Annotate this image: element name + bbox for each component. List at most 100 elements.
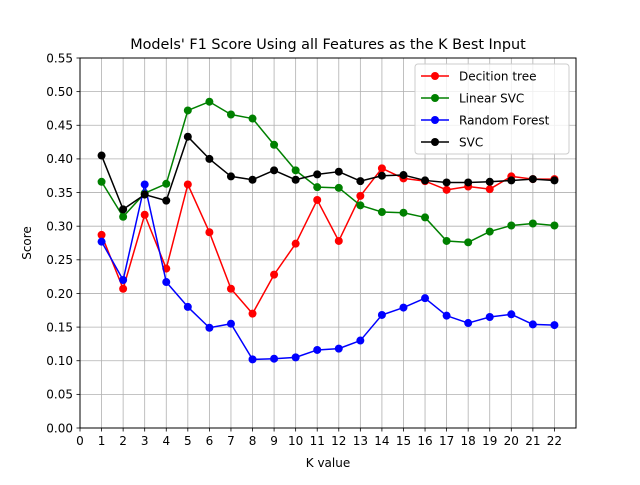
series-line-svc bbox=[100, 135, 555, 211]
x-tick-label: 4 bbox=[162, 434, 170, 448]
data-point-linear-svc bbox=[226, 110, 235, 119]
data-point-random-forest bbox=[205, 323, 214, 332]
y-tick-label: 0.20 bbox=[46, 287, 73, 301]
data-point-random-forest bbox=[226, 319, 235, 328]
data-point-linear-svc bbox=[377, 208, 386, 217]
data-point-svc bbox=[334, 167, 343, 176]
data-point-random-forest bbox=[507, 310, 516, 319]
legend-marker-random-forest bbox=[431, 116, 439, 124]
x-tick-label: 20 bbox=[504, 434, 519, 448]
y-tick-label: 0.50 bbox=[46, 85, 73, 99]
x-tick-label: 9 bbox=[270, 434, 278, 448]
y-tick-label: 0.45 bbox=[46, 119, 73, 133]
data-point-svc bbox=[291, 175, 300, 184]
data-point-decition-tree bbox=[226, 284, 235, 293]
data-point-svc bbox=[119, 205, 128, 214]
data-point-svc bbox=[464, 178, 473, 187]
data-point-svc bbox=[140, 190, 149, 199]
data-point-svc bbox=[442, 178, 451, 187]
plot-frame bbox=[79, 57, 577, 429]
data-point-linear-svc bbox=[507, 221, 516, 230]
x-tick-label: 17 bbox=[439, 434, 454, 448]
data-point-decition-tree bbox=[183, 180, 192, 189]
series-line-random-forest bbox=[100, 183, 555, 361]
y-tick-label: 0.15 bbox=[46, 320, 73, 334]
x-tick-label: 8 bbox=[249, 434, 257, 448]
x-tick-label: 13 bbox=[353, 434, 368, 448]
data-point-linear-svc bbox=[291, 166, 300, 175]
data-point-decition-tree bbox=[442, 185, 451, 194]
series-line-linear-svc bbox=[100, 100, 555, 244]
x-tick-label: 7 bbox=[227, 434, 235, 448]
data-point-random-forest bbox=[528, 320, 537, 329]
data-point-random-forest bbox=[334, 344, 343, 353]
data-point-linear-svc bbox=[485, 227, 494, 236]
data-point-linear-svc bbox=[442, 236, 451, 245]
x-tick-label: 12 bbox=[331, 434, 346, 448]
data-point-random-forest bbox=[97, 237, 106, 246]
legend-label-random-forest: Random Forest bbox=[459, 113, 550, 127]
x-tick-label: 0 bbox=[76, 434, 84, 448]
data-point-linear-svc bbox=[550, 221, 559, 230]
x-tick-label: 5 bbox=[184, 434, 192, 448]
y-axis-title: Score bbox=[20, 226, 34, 260]
data-point-random-forest bbox=[140, 180, 149, 189]
data-point-decition-tree bbox=[205, 228, 214, 237]
data-point-linear-svc bbox=[399, 208, 408, 217]
data-point-decition-tree bbox=[248, 309, 257, 318]
y-tick-label: 0.10 bbox=[46, 354, 73, 368]
data-point-random-forest bbox=[464, 319, 473, 328]
data-point-linear-svc bbox=[183, 106, 192, 115]
data-point-decition-tree bbox=[485, 185, 494, 194]
data-point-svc bbox=[313, 170, 322, 179]
legend-label-svc: SVC bbox=[459, 135, 483, 149]
data-point-decition-tree bbox=[140, 210, 149, 219]
data-point-decition-tree bbox=[270, 270, 279, 279]
data-point-random-forest bbox=[162, 278, 171, 287]
data-point-svc bbox=[97, 151, 106, 160]
data-point-random-forest bbox=[377, 310, 386, 319]
data-point-decition-tree bbox=[356, 191, 365, 200]
data-point-random-forest bbox=[183, 302, 192, 311]
series-line-decition-tree bbox=[100, 167, 555, 315]
data-point-svc bbox=[377, 171, 386, 180]
x-tick-label: 11 bbox=[310, 434, 325, 448]
series-lines bbox=[97, 97, 559, 364]
data-point-svc bbox=[205, 154, 214, 163]
legend-box bbox=[414, 63, 570, 155]
legend-label-decition-tree: Decition tree bbox=[459, 69, 537, 83]
x-tick-label: 22 bbox=[547, 434, 562, 448]
data-point-svc bbox=[528, 175, 537, 184]
data-point-random-forest bbox=[119, 276, 128, 284]
legend-label-linear-svc: Linear SVC bbox=[459, 91, 524, 105]
data-point-svc bbox=[356, 177, 365, 186]
data-point-decition-tree bbox=[313, 195, 322, 204]
legend-marker-linear-svc bbox=[431, 94, 439, 102]
x-tick-label: 3 bbox=[141, 434, 149, 448]
x-tick-label: 2 bbox=[119, 434, 127, 448]
x-tick-label: 10 bbox=[288, 434, 303, 448]
x-tick-label: 21 bbox=[525, 434, 540, 448]
data-point-svc bbox=[270, 166, 279, 175]
y-tick-label: 0.55 bbox=[46, 51, 73, 65]
axis-ticks: 0 1 2 3 4 5 6 7 8 9 10 11 12 13 14 15 16 17 18 19 20 21 220.00… bbox=[46, 51, 562, 448]
data-point-random-forest bbox=[291, 353, 300, 362]
data-point-random-forest bbox=[270, 354, 279, 363]
data-point-svc bbox=[485, 177, 494, 186]
x-tick-label: 19 bbox=[482, 434, 497, 448]
data-point-random-forest bbox=[399, 303, 408, 312]
data-point-svc bbox=[399, 171, 408, 180]
data-point-random-forest bbox=[550, 321, 559, 330]
data-point-linear-svc bbox=[248, 114, 257, 123]
data-point-random-forest bbox=[485, 313, 494, 321]
data-point-linear-svc bbox=[356, 201, 365, 210]
legend: Decition tree Linear SVC Random Forest SVC bbox=[414, 63, 570, 155]
x-tick-label: 16 bbox=[417, 434, 432, 448]
data-point-svc bbox=[421, 176, 430, 185]
y-tick-label: 0.00 bbox=[46, 421, 73, 435]
data-point-random-forest bbox=[421, 294, 430, 303]
x-tick-label: 15 bbox=[396, 434, 411, 448]
data-point-svc bbox=[248, 175, 257, 184]
